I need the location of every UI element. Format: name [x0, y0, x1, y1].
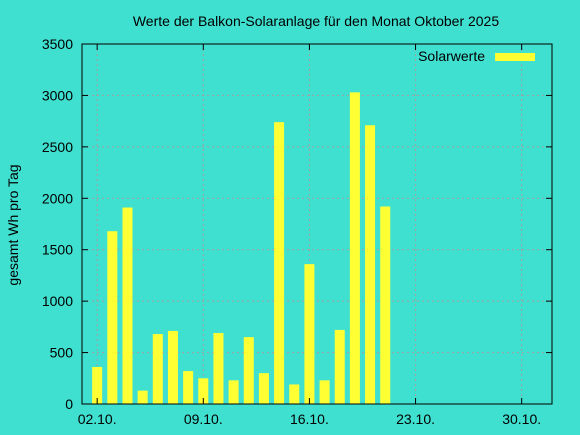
bar — [334, 329, 345, 404]
legend: Solarwerte — [418, 48, 535, 64]
bars — [92, 92, 391, 405]
y-tick-label: 1000 — [42, 293, 73, 309]
bar — [167, 330, 178, 404]
y-tick-label: 3000 — [42, 87, 73, 103]
bar — [198, 378, 209, 404]
bar — [107, 231, 118, 404]
bar — [258, 373, 269, 404]
bar — [349, 92, 360, 404]
y-tick-label: 3500 — [42, 36, 73, 52]
x-tick-label: 16.10. — [290, 411, 329, 427]
bar — [183, 371, 194, 404]
y-tick-label: 500 — [50, 345, 74, 361]
y-tick-label: 2000 — [42, 190, 73, 206]
bar — [274, 122, 285, 405]
bar — [228, 380, 239, 404]
bar — [304, 264, 315, 404]
plot-frame — [81, 43, 553, 405]
legend-label: Solarwerte — [418, 48, 485, 64]
bar — [152, 334, 163, 404]
y-ticks: 0 500 1000 1500 2000 2500 3000 3500 — [42, 36, 552, 412]
chart-title: Werte der Balkon-Solaranlage für den Mon… — [133, 13, 500, 29]
x-ticks: 02.10. 09.10. 16.10. 23.10. 30.10. — [78, 44, 541, 427]
legend-swatch — [495, 53, 535, 61]
bar — [289, 384, 300, 404]
bar — [213, 333, 224, 404]
y-axis-label: gesamt Wh pro Tag — [5, 164, 21, 285]
x-tick-label: 30.10. — [502, 411, 541, 427]
x-tick-label: 23.10. — [396, 411, 435, 427]
grid-lines — [82, 44, 552, 404]
bar — [137, 390, 148, 404]
bar — [380, 206, 391, 404]
bar — [319, 380, 330, 404]
y-tick-label: 1500 — [42, 242, 73, 258]
bar — [122, 207, 133, 404]
y-tick-label: 0 — [65, 396, 73, 412]
bar — [92, 366, 103, 404]
x-tick-label: 09.10. — [184, 411, 223, 427]
bar — [243, 337, 254, 404]
bar — [365, 125, 376, 404]
x-tick-label: 02.10. — [78, 411, 117, 427]
y-tick-label: 2500 — [42, 139, 73, 155]
